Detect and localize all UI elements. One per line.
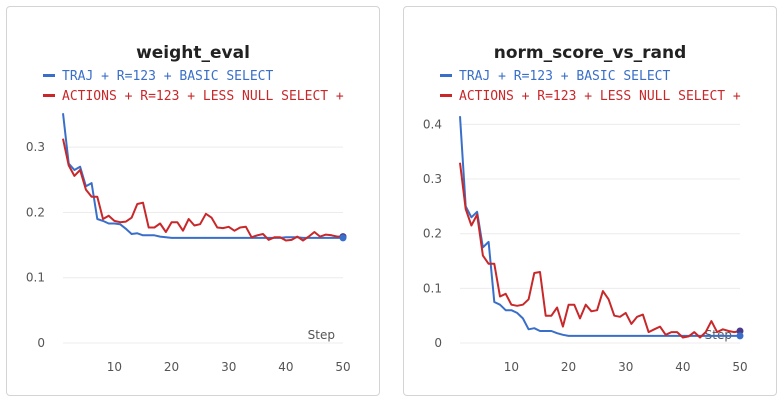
x-tick-label: 10: [107, 360, 122, 374]
series-line-1[interactable]: [62, 138, 343, 242]
legend-swatch-traj: [43, 74, 55, 77]
legend-swatch-actions: [440, 94, 452, 97]
y-tick-label: 0.3: [26, 140, 45, 154]
x-tick-label: 50: [732, 360, 747, 374]
y-tick-label: 0.1: [26, 271, 45, 285]
chart-panel-weight-eval[interactable]: weight_eval TRAJ + R=123 + BASIC SELECT …: [6, 6, 380, 396]
legend-item-traj[interactable]: TRAJ + R=123 + BASIC SELECT: [440, 67, 741, 87]
chart-title: weight_eval: [136, 43, 250, 63]
x-tick-label: 30: [221, 360, 236, 374]
y-tick-label: 0.1: [423, 281, 442, 295]
series-end-marker: [736, 332, 744, 340]
legend-label-actions: ACTIONS + R=123 + LESS NULL SELECT +: [459, 89, 741, 104]
legend-swatch-traj: [440, 74, 452, 77]
x-tick-label: 20: [561, 360, 576, 374]
chart-panel-norm-score[interactable]: norm_score_vs_rand TRAJ + R=123 + BASIC …: [403, 6, 777, 396]
y-tick-label: 0: [434, 336, 442, 350]
x-tick-label: 40: [278, 360, 293, 374]
chart-legend: TRAJ + R=123 + BASIC SELECT ACTIONS + R=…: [43, 67, 344, 107]
y-tick-label: 0: [37, 336, 45, 350]
series-end-marker: [736, 327, 744, 335]
x-tick-label: 10: [504, 360, 519, 374]
chart-title: norm_score_vs_rand: [493, 43, 687, 63]
x-tick-label: 30: [618, 360, 633, 374]
x-tick-label: 40: [675, 360, 690, 374]
legend-swatch-actions: [43, 94, 55, 97]
legend-item-actions[interactable]: ACTIONS + R=123 + LESS NULL SELECT +: [440, 87, 741, 107]
legend-label-actions: ACTIONS + R=123 + LESS NULL SELECT +: [62, 89, 344, 104]
legend-label-traj: TRAJ + R=123 + BASIC SELECT: [459, 69, 671, 84]
series-line-0[interactable]: [459, 116, 740, 337]
x-axis-label: Step: [308, 328, 335, 342]
y-tick-label: 0.2: [26, 205, 45, 219]
legend-label-traj: TRAJ + R=123 + BASIC SELECT: [62, 69, 274, 84]
series-line-1[interactable]: [459, 162, 741, 339]
x-tick-label: 50: [335, 360, 350, 374]
plot-area[interactable]: 0 0.1 0.2 0.3 10 20 30 40 50 Step: [7, 7, 380, 396]
y-tick-label: 0.2: [423, 227, 442, 241]
legend-item-traj[interactable]: TRAJ + R=123 + BASIC SELECT: [43, 67, 344, 87]
y-tick-label: 0.4: [423, 117, 442, 131]
x-tick-label: 20: [164, 360, 179, 374]
y-tick-label: 0.3: [423, 172, 442, 186]
legend-item-actions[interactable]: ACTIONS + R=123 + LESS NULL SELECT +: [43, 87, 344, 107]
chart-legend: TRAJ + R=123 + BASIC SELECT ACTIONS + R=…: [440, 67, 741, 107]
series-end-marker: [339, 234, 347, 242]
